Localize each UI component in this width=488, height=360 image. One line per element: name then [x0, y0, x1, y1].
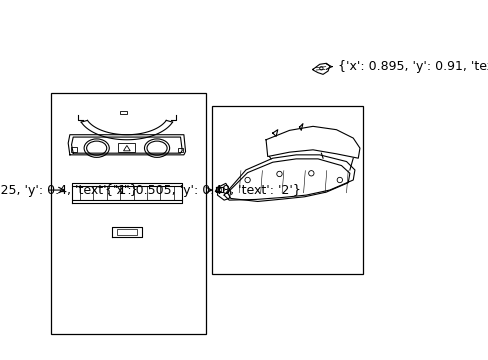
Ellipse shape	[144, 139, 169, 157]
Circle shape	[244, 177, 250, 183]
Circle shape	[336, 177, 342, 183]
Ellipse shape	[84, 139, 109, 157]
Circle shape	[276, 171, 282, 177]
Text: {'x': 0.025, 'y': 0.4, 'text': '1'}: {'x': 0.025, 'y': 0.4, 'text': '1'}	[0, 184, 138, 197]
Text: {'x': 0.505, 'y': 0.48, 'text': '2'}: {'x': 0.505, 'y': 0.48, 'text': '2'}	[105, 184, 301, 197]
Circle shape	[319, 67, 323, 70]
Bar	[120, 111, 126, 114]
Bar	[118, 143, 135, 152]
Polygon shape	[123, 145, 130, 151]
Ellipse shape	[86, 141, 106, 155]
Bar	[117, 229, 137, 235]
Bar	[212, 106, 363, 274]
Bar	[177, 148, 182, 152]
Ellipse shape	[147, 141, 167, 155]
Bar	[217, 188, 221, 191]
Bar	[51, 93, 205, 334]
Bar	[70, 147, 77, 152]
Text: {'x': 0.895, 'y': 0.91, 'text': '3'}: {'x': 0.895, 'y': 0.91, 'text': '3'}	[338, 60, 488, 73]
Circle shape	[308, 171, 313, 176]
